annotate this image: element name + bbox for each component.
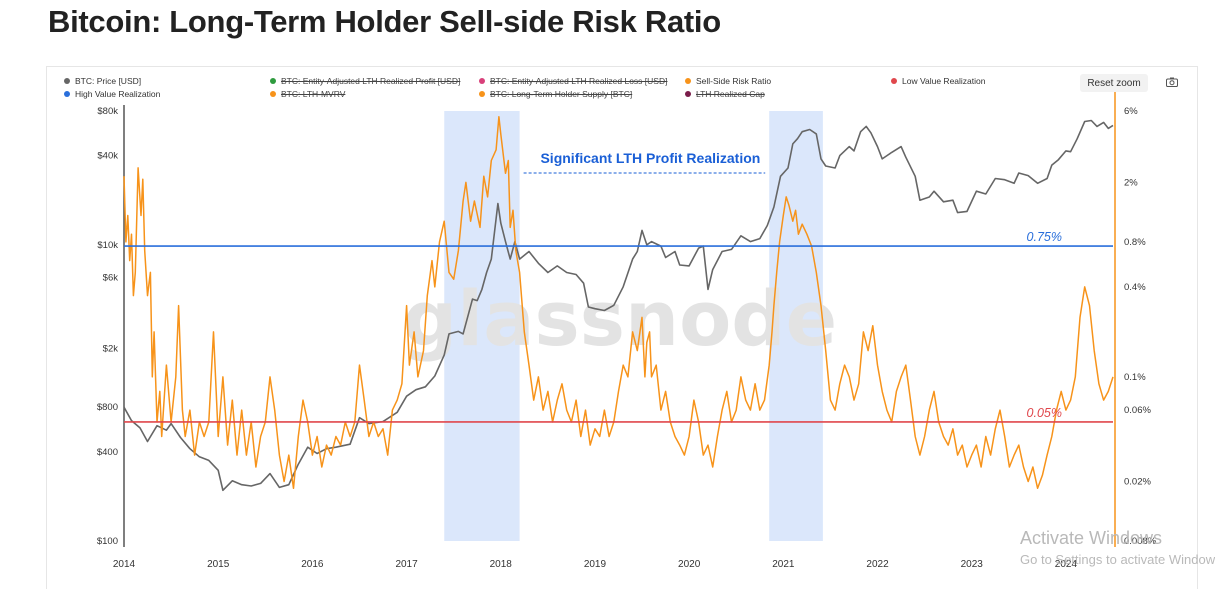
legend-label: High Value Realization <box>75 89 161 99</box>
legend-color-dot <box>64 78 70 84</box>
y-tick-left-label: $400 <box>97 447 118 458</box>
legend-color-dot <box>270 78 276 84</box>
y-tick-left-label: $6k <box>103 273 119 284</box>
y-tick-right-label: 0.008% <box>1124 536 1157 547</box>
y-tick-right-label: 0.06% <box>1124 405 1151 416</box>
legend-color-dot <box>479 78 485 84</box>
windows-activation-title: Activate Windows <box>1020 528 1163 548</box>
legend-label: Sell-Side Risk Ratio <box>696 76 772 86</box>
y-tick-right-label: 0.8% <box>1124 237 1146 248</box>
high-value-threshold-label: 0.75% <box>1027 230 1062 244</box>
y-tick-right-label: 0.1% <box>1124 372 1146 383</box>
x-tick-label: 2020 <box>678 559 701 570</box>
legend-item[interactable]: High Value Realization <box>64 89 160 99</box>
y-tick-left-label: $800 <box>97 402 118 413</box>
x-tick-label: 2019 <box>584 559 607 570</box>
x-tick-label: 2017 <box>395 559 418 570</box>
x-tick-label: 2018 <box>490 559 513 570</box>
x-tick-label: 2021 <box>772 559 795 570</box>
legend-color-dot <box>64 91 70 97</box>
y-tick-right-label: 0.02% <box>1124 476 1151 487</box>
legend-item[interactable]: BTC: LTH-MVRV <box>270 89 345 99</box>
low-value-threshold-label: 0.05% <box>1027 406 1062 420</box>
legend-color-dot <box>891 78 897 84</box>
legend-label: BTC: Entity-Adjusted LTH Realized Profit… <box>281 76 461 86</box>
legend-color-dot <box>479 91 485 97</box>
legend-color-dot <box>685 91 691 97</box>
legend-item[interactable]: Low Value Realization <box>891 76 985 86</box>
y-tick-left-label: $10k <box>97 240 118 251</box>
shaded-region-1 <box>444 111 520 541</box>
y-tick-right-label: 0.4% <box>1124 282 1146 293</box>
annotation-label: Significant LTH Profit Realization <box>540 150 760 166</box>
shaded-region-2 <box>769 111 823 541</box>
glassnode-logo: glassnode <box>403 274 837 363</box>
legend-item[interactable]: BTC: Price [USD] <box>64 76 141 86</box>
reset-zoom-button[interactable]: Reset zoom <box>1080 74 1148 92</box>
series-line-sell-side-risk-ratio <box>123 115 1114 490</box>
x-tick-label: 2015 <box>207 559 230 570</box>
legend-item[interactable]: BTC: Entity-Adjusted LTH Realized Loss [… <box>479 76 667 86</box>
legend-color-dot <box>270 91 276 97</box>
legend-label: Low Value Realization <box>902 76 986 86</box>
x-tick-label: 2016 <box>301 559 324 570</box>
legend-item[interactable]: BTC: Long-Term Holder Supply [BTC] <box>479 89 632 99</box>
x-tick-label: 2024 <box>1055 559 1078 570</box>
legend-label: BTC: Long-Term Holder Supply [BTC] <box>490 89 633 99</box>
y-tick-right-label: 2% <box>1124 177 1138 188</box>
legend-label: LTH Realized Cap <box>696 89 765 99</box>
x-tick-label: 2023 <box>961 559 984 570</box>
legend-label: BTC: Price [USD] <box>75 76 142 86</box>
chart-container <box>46 66 1198 589</box>
legend-label: BTC: LTH-MVRV <box>281 89 346 99</box>
series-line-price <box>123 119 1114 492</box>
y-tick-left-label: $100 <box>97 536 118 547</box>
legend-label: BTC: Entity-Adjusted LTH Realized Loss [… <box>490 76 668 86</box>
page-title: Bitcoin: Long-Term Holder Sell-side Risk… <box>48 4 721 39</box>
legend-item[interactable]: BTC: Entity-Adjusted LTH Realized Profit… <box>270 76 460 86</box>
y-tick-left-label: $2k <box>103 343 119 354</box>
y-tick-right-label: 6% <box>1124 106 1138 117</box>
x-tick-label: 2014 <box>113 559 136 570</box>
y-tick-left-label: $40k <box>97 151 118 162</box>
legend-item[interactable]: LTH Realized Cap <box>685 89 765 99</box>
legend-color-dot <box>685 78 691 84</box>
x-tick-label: 2022 <box>866 559 889 570</box>
legend-item[interactable]: Sell-Side Risk Ratio <box>685 76 771 86</box>
windows-activation-subtitle: Go to Settings to activate Windows. <box>1020 552 1215 567</box>
y-tick-left-label: $80k <box>97 106 118 117</box>
camera-icon[interactable] <box>1166 76 1178 90</box>
